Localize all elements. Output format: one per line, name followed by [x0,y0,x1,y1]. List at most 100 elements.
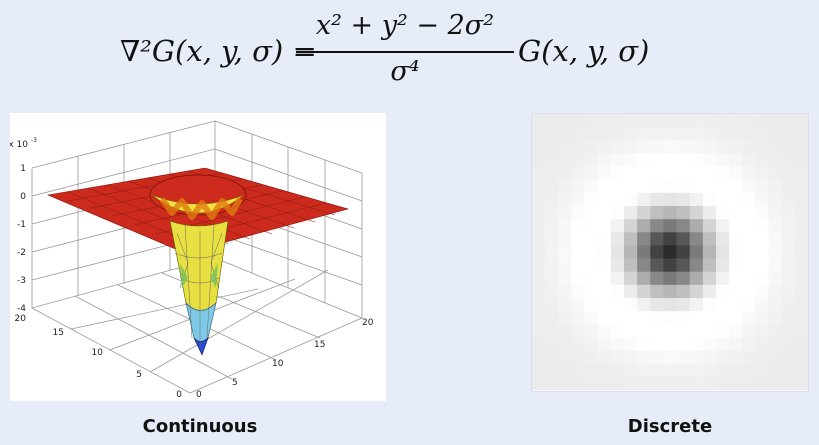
kernel-pixel [676,232,691,246]
kernel-pixel [768,114,783,128]
kernel-pixel [571,219,585,233]
kernel-pixel [755,376,769,391]
kernel-pixel [781,284,796,299]
kernel-pixel [532,219,546,233]
kernel-pixel [532,363,546,378]
kernel-pixel [584,140,599,154]
kernel-pixel [663,140,677,154]
kernel-pixel [689,127,704,141]
kernel-pixel [742,140,756,154]
formula-numerator: x² + y² − 2σ² [315,10,495,41]
kernel-pixel [663,179,677,194]
kernel-pixel [532,324,546,338]
kernel-pixel [532,166,546,181]
kernel-pixel [558,127,572,141]
kernel-pixel [624,324,638,338]
kernel-pixel [610,140,625,154]
kernel-pixel [742,324,756,338]
kernel-pixel [532,258,546,273]
kernel-pixel [571,376,585,391]
kernel-pixel [584,258,599,273]
x-tick: 15 [314,340,325,350]
kernel-pixel [545,114,559,128]
kernel-pixel [702,258,717,273]
kernel-pixel [545,206,559,220]
kernel-pixel [545,219,559,233]
kernel-pixel [571,232,585,246]
kernel-pixel [545,376,559,391]
kernel-pixel [610,153,625,167]
kernel-pixel [597,337,612,351]
kernel-pixel [729,166,743,181]
kernel-pixel [781,140,796,154]
kernel-pixel [532,127,546,141]
z-tick: 0 [20,192,26,202]
kernel-pixel [794,166,809,181]
kernel-pixel [794,232,809,246]
kernel-pixel [624,337,638,351]
kernel-pixel [637,179,651,194]
kernel-pixel [702,271,717,286]
kernel-pixel [768,192,783,207]
kernel-pixel [781,153,796,167]
kernel-pixel [676,363,691,378]
kernel-pixel [650,179,664,194]
formula-lhs: ∇²G(x, y, σ) = [120,34,317,68]
kernel-pixel [532,271,546,286]
kernel-pixel [676,258,691,273]
kernel-pixel [729,376,743,391]
kernel-pixel [689,219,704,233]
kernel-pixel [597,284,612,299]
kernel-pixel [716,363,730,378]
kernel-pixel [637,376,651,391]
kernel-pixel [610,179,625,194]
kernel-pixel [689,324,704,338]
kernel-pixel [610,284,625,299]
kernel-pixel [702,324,717,338]
kernel-pixel [729,219,743,233]
kernel-pixel [610,219,625,233]
kernel-pixel [610,127,625,141]
kernel-pixel [755,127,769,141]
kernel-pixel [702,192,717,207]
kernel-pixel [676,337,691,351]
kernel-pixel [571,363,585,378]
kernel-pixel [624,140,638,154]
kernel-pixel [532,298,546,312]
kernel-pixel [702,350,717,365]
kernel-pixel [689,350,704,365]
kernel-pixel [597,206,612,220]
kernel-pixel [558,192,572,207]
kernel-pixel [768,232,783,246]
kernel-pixel [676,206,691,220]
kernel-pixel [650,192,664,207]
kernel-pixel [571,245,585,259]
kernel-pixel [676,324,691,338]
kernel-pixel [584,311,599,325]
kernel-pixel [742,284,756,299]
kernel-pixel [663,298,677,312]
kernel-pixel [663,284,677,299]
kernel-pixel [716,376,730,391]
kernel-pixel [545,350,559,365]
kernel-pixel [571,153,585,167]
kernel-pixel [558,258,572,273]
kernel-pixel [689,298,704,312]
kernel-pixel [676,166,691,181]
kernel-pixel [742,166,756,181]
kernel-pixel [781,324,796,338]
kernel-pixel [663,153,677,167]
kernel-pixel [545,337,559,351]
kernel-pixel [742,298,756,312]
kernel-pixel [716,206,730,220]
kernel-pixel [689,114,704,128]
kernel-pixel [545,258,559,273]
kernel-pixel [584,166,599,181]
kernel-pixel [742,179,756,194]
kernel-pixel [663,337,677,351]
kernel-pixel [755,140,769,154]
kernel-pixel [545,284,559,299]
kernel-pixel [637,140,651,154]
kernel-pixel [545,298,559,312]
kernel-pixel [689,271,704,286]
